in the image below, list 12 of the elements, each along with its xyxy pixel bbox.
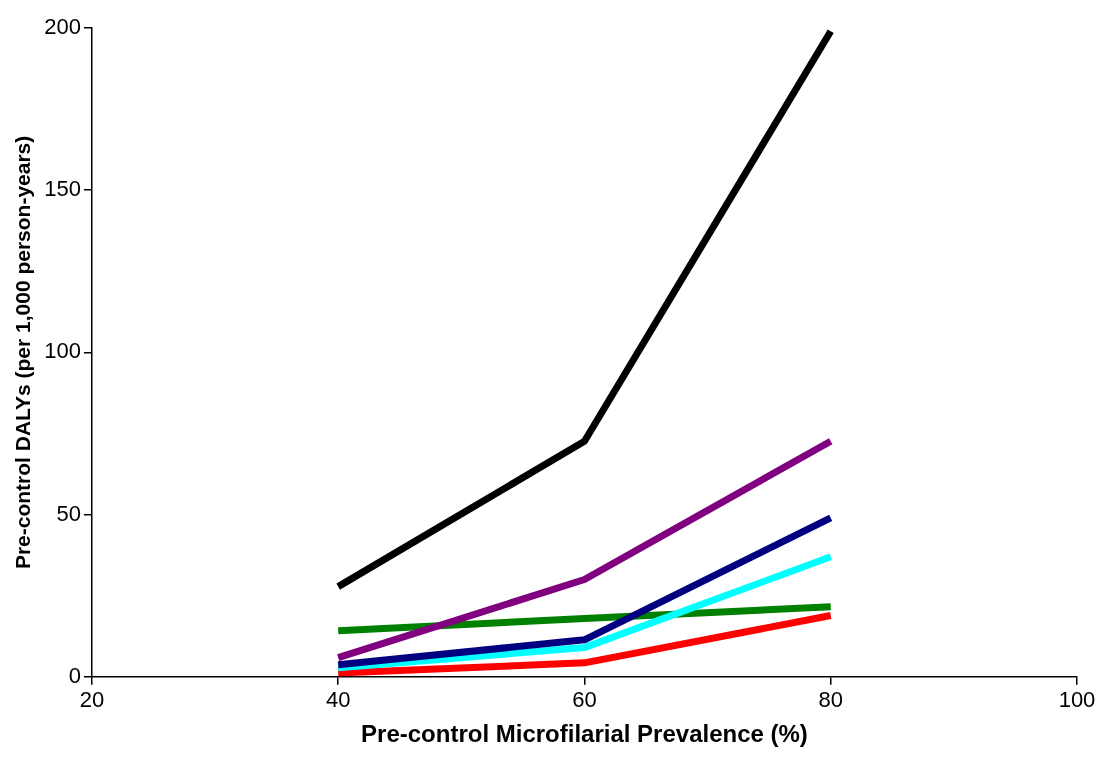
y-tick-label: 0 (68, 662, 81, 688)
y-tick-label: 100 (44, 338, 81, 364)
y-tick-label: 200 (44, 14, 81, 40)
x-tick-label: 100 (1058, 687, 1096, 713)
x-tick-label: 60 (572, 687, 597, 713)
x-tick-label: 20 (79, 687, 105, 713)
x-axis-title: Pre-control Microfilarial Prevalence (%) (361, 720, 808, 748)
y-axis-title: Pre-control DALYs (per 1,000 person-years) (11, 135, 35, 570)
y-tick-label: 50 (56, 500, 81, 526)
y-tick-label: 150 (44, 176, 81, 202)
x-tick-label: 80 (818, 687, 843, 713)
x-tick-label: 40 (325, 687, 351, 713)
